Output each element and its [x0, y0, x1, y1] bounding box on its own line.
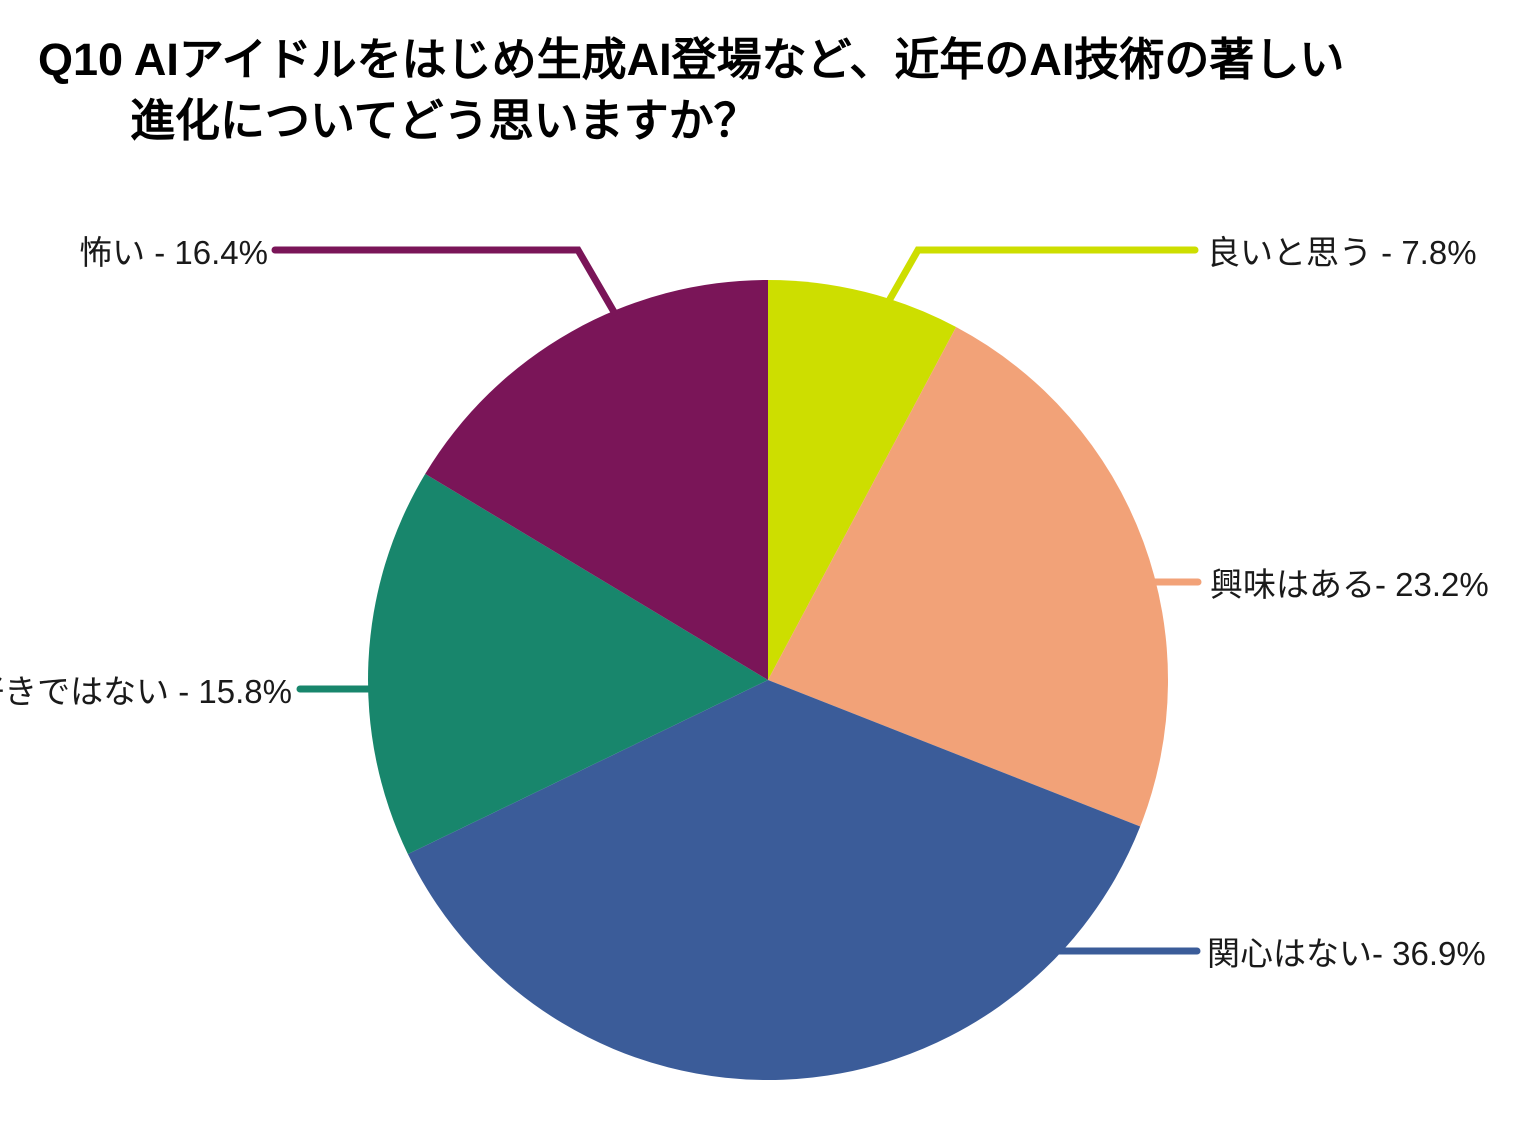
- pie-label-good: 良いと思う - 7.8%: [1207, 234, 1477, 271]
- pie-label-dislike: 好きではない - 15.8%: [0, 673, 292, 710]
- pie-slice-4: [425, 280, 768, 680]
- chart-title-line-2: 進化についてどう思いますか？: [130, 94, 759, 146]
- pie-slice-3: [368, 473, 768, 855]
- pie-label-scary: 怖い - 16.4%: [79, 234, 268, 271]
- pie-label-interested: 興味はある- 23.2%: [1210, 566, 1489, 603]
- pie-slice-0: [768, 280, 957, 680]
- leader-line-0: [886, 246, 1199, 303]
- leader-line-4: [271, 246, 618, 316]
- pie-slice-2: [407, 680, 1141, 1081]
- chart-title-line-1: Q10 AIアイドルをはじめ生成AI登場など、近年のAI技術の著しい: [38, 34, 1345, 85]
- pie-label-no-interest: 関心はない- 36.9%: [1207, 935, 1486, 972]
- chart-title: Q10 AIアイドルをはじめ生成AI登場など、近年のAI技術の著しい 進化につい…: [38, 30, 1344, 152]
- pie-slice-1: [768, 326, 1169, 827]
